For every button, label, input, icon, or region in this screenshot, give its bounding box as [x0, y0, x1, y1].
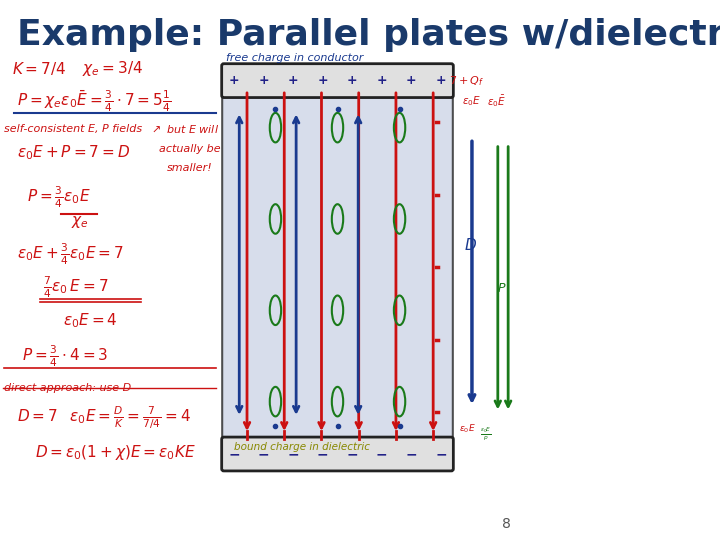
Text: $\frac{7}{4}\varepsilon_0\, E = 7$: $\frac{7}{4}\varepsilon_0\, E = 7$ [42, 274, 108, 300]
FancyBboxPatch shape [222, 64, 454, 98]
Text: −: − [376, 447, 387, 461]
Text: $P$: $P$ [497, 282, 506, 295]
Text: −: − [435, 447, 446, 461]
Text: actually be: actually be [159, 144, 221, 153]
Text: free charge in conductor: free charge in conductor [226, 53, 364, 63]
Text: $K = 7/4$: $K = 7/4$ [12, 60, 66, 77]
FancyBboxPatch shape [222, 437, 454, 471]
Text: $\nearrow$ but E will: $\nearrow$ but E will [149, 123, 219, 135]
Text: bound charge in dielectric: bound charge in dielectric [234, 442, 370, 452]
Text: $\varepsilon_0 E$: $\varepsilon_0 E$ [459, 422, 476, 435]
Text: $\varepsilon_0 E + \frac{3}{4}\varepsilon_0 E = 7$: $\varepsilon_0 E + \frac{3}{4}\varepsilo… [17, 241, 124, 267]
Text: −: − [287, 447, 299, 461]
Text: direct approach: use D: direct approach: use D [4, 383, 131, 393]
Text: $P = \chi_e \varepsilon_0\bar{E} = \frac{3}{4} \cdot 7 = 5\frac{1}{4}$: $P = \chi_e \varepsilon_0\bar{E} = \frac… [17, 88, 171, 113]
Text: −: − [346, 447, 358, 461]
Text: −: − [258, 447, 269, 461]
Text: +: + [229, 74, 239, 87]
Text: $7+Q_f$: $7+Q_f$ [449, 74, 484, 87]
Text: $\chi_e = 3/4$: $\chi_e = 3/4$ [81, 59, 143, 78]
Text: 8: 8 [502, 517, 510, 531]
FancyBboxPatch shape [222, 91, 453, 443]
Text: $D = \varepsilon_0(1+\chi)E = \varepsilon_0 K E$: $D = \varepsilon_0(1+\chi)E = \varepsilo… [35, 443, 196, 462]
Text: +: + [288, 74, 299, 87]
Text: $\frac{\varepsilon_0 E}{p}$: $\frac{\varepsilon_0 E}{p}$ [480, 426, 491, 442]
Text: −: − [317, 447, 328, 461]
Text: $\varepsilon_0 E = 4$: $\varepsilon_0 E = 4$ [63, 312, 118, 330]
Text: $\chi_e$: $\chi_e$ [71, 214, 89, 230]
Text: +: + [318, 74, 328, 87]
Text: $\varepsilon_0 E + P = 7 = D$: $\varepsilon_0 E + P = 7 = D$ [17, 144, 130, 162]
Text: −: − [228, 447, 240, 461]
Text: $D = 7\;\;\; \varepsilon_0 E = \frac{D}{K} = \frac{7}{7/4} = 4$: $D = 7\;\;\; \varepsilon_0 E = \frac{D}{… [17, 404, 191, 431]
Text: Example: Parallel plates w/dielectric: Example: Parallel plates w/dielectric [17, 17, 720, 51]
Text: D: D [464, 238, 476, 253]
Text: +: + [377, 74, 387, 87]
Text: $P = \frac{3}{4} \varepsilon_0 E$: $P = \frac{3}{4} \varepsilon_0 E$ [27, 185, 91, 210]
Text: $\varepsilon_0 E$: $\varepsilon_0 E$ [462, 94, 481, 107]
Text: smaller!: smaller! [167, 163, 212, 173]
Text: $\varepsilon_0\bar{E}$: $\varepsilon_0\bar{E}$ [487, 93, 507, 109]
Text: +: + [347, 74, 358, 87]
Text: self-consistent E, P fields: self-consistent E, P fields [4, 124, 142, 134]
Text: −: − [405, 447, 417, 461]
Text: +: + [258, 74, 269, 87]
Text: $P = \frac{3}{4} \cdot 4 = 3$: $P = \frac{3}{4} \cdot 4 = 3$ [22, 343, 109, 369]
Text: +: + [436, 74, 446, 87]
Text: +: + [406, 74, 417, 87]
